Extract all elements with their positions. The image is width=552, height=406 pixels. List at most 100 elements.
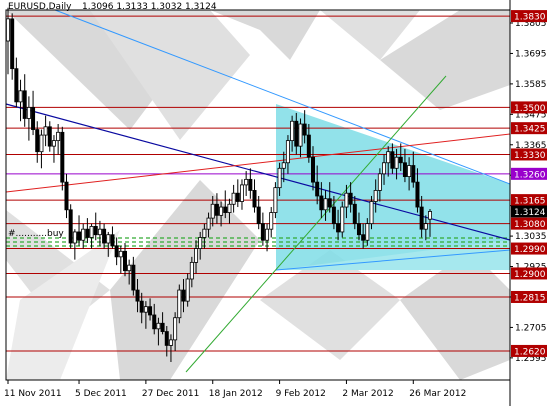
candle-body <box>294 120 299 147</box>
level-labels: 1.3830 1.3500 1.3425 1.3330 1.3260 1.3165 1.30… <box>511 10 547 357</box>
candle-body <box>72 231 77 244</box>
candle-body <box>110 234 115 247</box>
candle <box>223 190 228 219</box>
level-label-bg <box>511 217 547 230</box>
candle <box>311 146 316 191</box>
y-tick-label: 1.2595 <box>515 354 547 364</box>
y-tick-label: 1.3585 <box>515 80 547 90</box>
gray-zone <box>260 250 400 360</box>
candle-body <box>202 228 207 238</box>
candle <box>160 312 165 335</box>
candle-body <box>344 192 349 208</box>
gray-zone <box>380 10 510 110</box>
candle <box>348 182 353 213</box>
candle-body <box>352 203 357 225</box>
candle <box>60 126 65 191</box>
candle <box>198 231 203 260</box>
channel-lower-line <box>275 249 511 271</box>
candle <box>114 237 119 266</box>
level-label: 1.3080 <box>514 220 546 230</box>
candle-body <box>177 289 182 319</box>
candle-body <box>248 178 253 191</box>
candle-body <box>394 156 399 169</box>
candle <box>398 143 403 172</box>
level-label: 1.2900 <box>514 270 546 280</box>
candle <box>269 207 274 238</box>
candle-body <box>244 178 249 186</box>
candle <box>206 212 211 238</box>
x-tick-label: 26 Mar 2012 <box>409 389 466 399</box>
candle <box>189 256 194 288</box>
level-label-bg <box>511 242 547 255</box>
level-label: 1.2815 <box>514 293 546 303</box>
cyan-zone <box>276 104 510 270</box>
candle-body <box>265 228 270 241</box>
candle <box>51 135 56 163</box>
candle <box>331 195 336 230</box>
candle <box>235 179 240 208</box>
candle <box>56 124 61 155</box>
candle-body <box>139 300 144 313</box>
candle-body <box>402 162 407 177</box>
candle-body <box>302 123 307 136</box>
channel-upper-line <box>54 9 511 185</box>
candle <box>97 220 102 246</box>
gray-zone <box>90 10 250 140</box>
candle-body <box>81 228 86 241</box>
candle-body <box>168 339 173 346</box>
candle <box>294 112 299 155</box>
candle <box>248 168 253 199</box>
x-tick-label: 27 Dec 2011 <box>142 389 200 399</box>
candle-body <box>306 134 311 158</box>
cyan-zone-light <box>276 240 510 270</box>
candle-body <box>89 226 94 238</box>
candle <box>72 229 77 260</box>
candle-body <box>411 165 416 183</box>
candle-body <box>315 181 320 197</box>
y-tick-label: 1.3475 <box>515 110 547 120</box>
candle <box>89 223 94 249</box>
candle <box>102 223 107 249</box>
level-label-bg <box>511 101 547 114</box>
candle <box>356 212 361 241</box>
y-tick-label: 1.3805 <box>515 19 547 29</box>
candle-body <box>97 228 102 236</box>
level-label: 1.3260 <box>514 170 546 180</box>
gray-zone <box>320 10 420 60</box>
candle <box>281 151 286 183</box>
candle <box>336 209 341 241</box>
candle-body <box>181 289 186 302</box>
candle <box>43 115 48 147</box>
candle <box>319 182 324 219</box>
candle <box>35 121 40 163</box>
candle-body <box>47 126 52 147</box>
candle <box>369 195 374 230</box>
candle-body <box>18 90 23 103</box>
green-uptrend-line <box>185 75 447 373</box>
candle-body <box>143 306 148 313</box>
candle <box>39 129 44 169</box>
candle <box>139 292 144 324</box>
candle <box>64 173 69 219</box>
level-label-bg <box>511 290 547 303</box>
candle-body <box>160 322 165 332</box>
gray-zone <box>6 10 160 130</box>
candle-body <box>361 234 366 241</box>
candle-body <box>127 264 132 272</box>
level-label: 1.2990 <box>514 245 546 255</box>
candle <box>68 204 73 249</box>
candle-body <box>423 223 428 230</box>
candle <box>152 303 157 335</box>
candles <box>6 7 432 363</box>
x-tick-label: 2 Mar 2012 <box>342 389 393 399</box>
x-axis-ticks: 11 Nov 2011 5 Dec 2011 27 Dec 2011 18 Jan 2… <box>4 380 466 399</box>
x-tick-label: 18 Jan 2012 <box>209 389 263 399</box>
ohlc-readout: 1.3096 1.3133 1.3032 1.3124 <box>82 2 217 12</box>
current-price-bg <box>511 205 547 218</box>
candle <box>93 212 98 241</box>
candle-body <box>31 107 36 130</box>
x-tick-label: 9 Feb 2012 <box>276 389 326 399</box>
candle <box>143 301 148 329</box>
